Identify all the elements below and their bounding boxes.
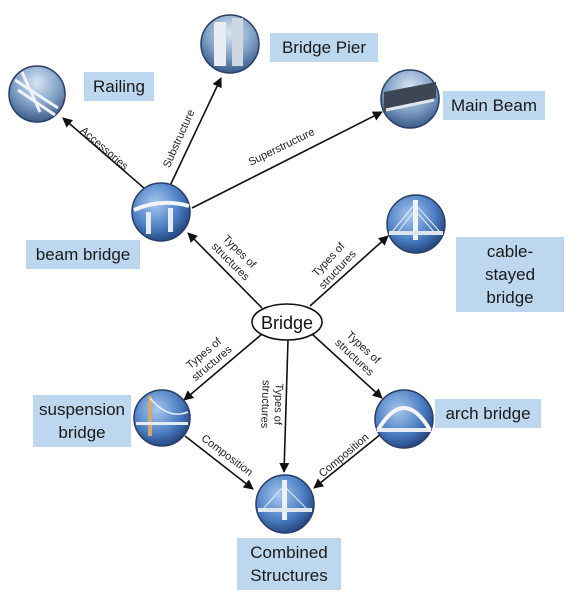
label-combined: Combined Structures xyxy=(237,538,341,590)
label-beam-bridge: beam bridge xyxy=(26,240,140,269)
photo-main-beam xyxy=(380,69,440,129)
photo-bridge-pier xyxy=(200,14,260,74)
label-suspension: suspension bridge xyxy=(33,395,131,447)
edge-types-cable xyxy=(309,235,389,307)
label-bridge-pier: Bridge Pier xyxy=(270,33,378,62)
label-arch: arch bridge xyxy=(435,399,541,428)
edge-composition-right xyxy=(313,433,382,489)
label-composition-left: Composition xyxy=(199,432,255,478)
root-node: Bridge xyxy=(251,303,323,341)
edge-types-beam xyxy=(187,232,263,309)
label-railing: Railing xyxy=(84,72,154,101)
edge-types-combined xyxy=(279,339,290,473)
photo-railing xyxy=(8,65,66,123)
edge-accessories xyxy=(62,117,153,196)
label-types-combined-1: Types of xyxy=(271,383,284,426)
label-types-combined-2: structures xyxy=(258,380,272,429)
label-cable-stayed: cable-stayed bridge xyxy=(456,237,564,312)
photo-suspension xyxy=(133,389,191,447)
edge-superstructure xyxy=(191,111,383,209)
photo-combined xyxy=(255,474,315,534)
label-main-beam: Main Beam xyxy=(443,91,545,120)
edges xyxy=(62,77,389,490)
photo-beam-bridge xyxy=(131,182,191,242)
root-label: Bridge xyxy=(261,313,313,333)
edge-types-suspension xyxy=(183,333,263,401)
edge-types-arch xyxy=(311,333,383,399)
photo-cable-stayed xyxy=(386,194,446,254)
edge-composition-left xyxy=(184,435,254,490)
label-accessories: Accessories xyxy=(78,125,131,173)
edge-substructure xyxy=(167,77,222,191)
label-composition-right: Composition xyxy=(317,431,372,479)
photo-arch xyxy=(374,389,434,449)
